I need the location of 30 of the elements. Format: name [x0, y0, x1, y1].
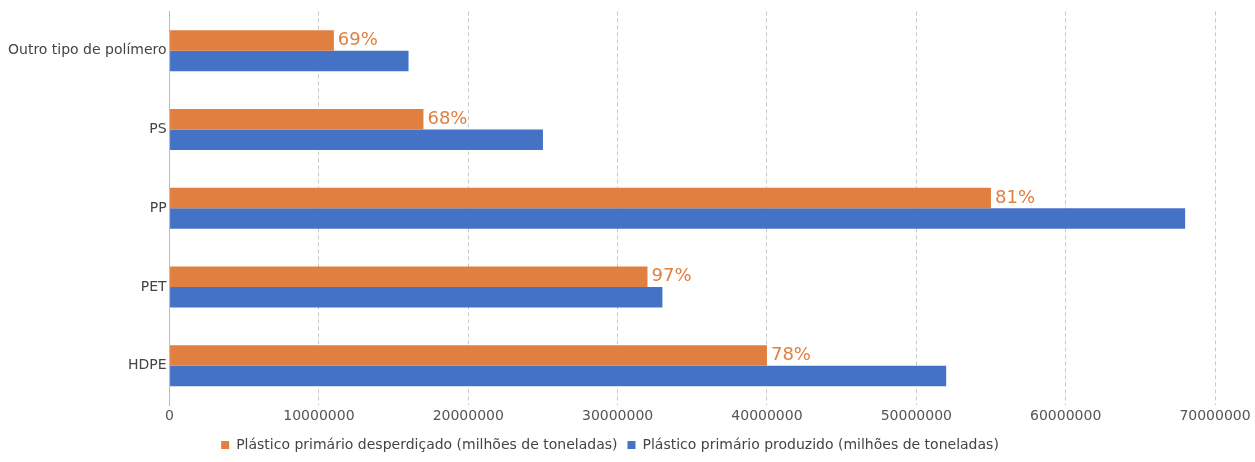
y-tick-label: PET [140, 277, 168, 294]
annotation: 69% [337, 28, 378, 50]
x-tick-label: 30000000 [581, 407, 654, 424]
bar [170, 208, 1186, 229]
annotation: 78% [770, 343, 811, 365]
bar [170, 129, 543, 151]
x-tick-label: 20000000 [432, 407, 504, 424]
x-tick-label: 60000000 [1030, 407, 1102, 424]
y-tick-label: PS [149, 120, 167, 137]
bar [170, 109, 424, 130]
bar [170, 187, 991, 209]
y-tick-label: Outro tipo de polímero [8, 41, 167, 58]
bar [170, 30, 334, 51]
bar [170, 287, 663, 308]
annotation: 81% [994, 185, 1035, 207]
legend-label: Plástico primário desperdiçado (milhões de toneladas) [236, 435, 618, 452]
annotation: 68% [427, 106, 468, 128]
y-tick-label: HDPE [127, 356, 167, 373]
y-tick-label: PP [149, 198, 167, 215]
x-tick-label: 0 [165, 407, 175, 424]
bar [170, 50, 409, 72]
bar [170, 266, 648, 288]
x-tick-label: 40000000 [731, 407, 803, 424]
legend-label: Plástico primário produzido (milhões de toneladas) [642, 435, 999, 452]
x-tick-label: 50000000 [880, 407, 952, 424]
x-tick-label: 70000000 [1179, 407, 1251, 424]
x-tick-label: 10000000 [283, 407, 355, 424]
bar [170, 365, 947, 387]
bar [170, 345, 767, 366]
annotation: 97% [651, 264, 692, 286]
